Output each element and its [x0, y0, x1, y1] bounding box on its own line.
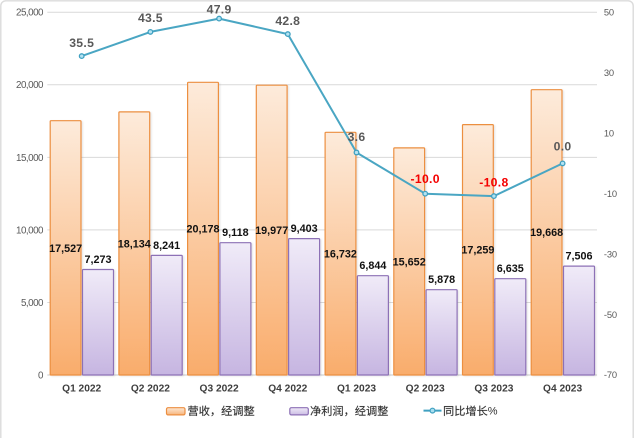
svg-text:30: 30	[604, 67, 614, 78]
svg-text:20,178: 20,178	[186, 224, 219, 236]
svg-text:6,635: 6,635	[497, 263, 524, 275]
svg-text:-10: -10	[604, 188, 617, 199]
svg-text:Q3 2023: Q3 2023	[474, 384, 513, 395]
svg-text:16,732: 16,732	[324, 249, 357, 261]
svg-text:Q2 2022: Q2 2022	[131, 384, 170, 395]
svg-text:47.9: 47.9	[207, 3, 232, 17]
svg-text:20,000: 20,000	[16, 80, 44, 91]
svg-text:17,527: 17,527	[49, 243, 82, 255]
svg-text:7,506: 7,506	[565, 251, 592, 263]
svg-text:19,668: 19,668	[530, 227, 563, 239]
svg-text:10: 10	[604, 127, 614, 138]
svg-text:8,241: 8,241	[153, 240, 180, 252]
svg-text:50: 50	[604, 7, 614, 18]
svg-text:0: 0	[38, 370, 44, 381]
svg-text:-10.0: -10.0	[411, 172, 440, 186]
svg-text:-50: -50	[604, 309, 617, 320]
svg-text:9,118: 9,118	[222, 227, 248, 239]
svg-text:25,000: 25,000	[16, 8, 44, 19]
svg-text:6,844: 6,844	[359, 260, 386, 272]
svg-text:15,652: 15,652	[393, 256, 426, 268]
svg-text:15,000: 15,000	[16, 153, 44, 164]
svg-text:-10.8: -10.8	[479, 175, 508, 189]
svg-text:35.5: 35.5	[69, 36, 94, 50]
svg-text:Q4 2023: Q4 2023	[543, 384, 582, 395]
svg-text:Q4 2022: Q4 2022	[268, 384, 307, 395]
svg-text:Q3 2022: Q3 2022	[200, 384, 239, 395]
svg-text:18,134: 18,134	[118, 238, 151, 250]
svg-text:43.5: 43.5	[138, 11, 163, 25]
svg-text:9,403: 9,403	[291, 223, 318, 235]
svg-text:Q2 2023: Q2 2023	[406, 384, 445, 395]
svg-text:Q1 2022: Q1 2022	[62, 384, 101, 395]
svg-text:3.6: 3.6	[348, 130, 366, 144]
svg-text:Q1 2023: Q1 2023	[337, 384, 376, 395]
svg-text:5,000: 5,000	[21, 298, 44, 309]
svg-text:42.8: 42.8	[275, 14, 300, 28]
svg-text:%: %	[488, 406, 498, 418]
svg-text:7,273: 7,273	[84, 254, 111, 266]
svg-text:-30: -30	[604, 248, 617, 259]
svg-text:5,878: 5,878	[428, 274, 455, 286]
svg-text:0.0: 0.0	[554, 140, 572, 154]
svg-text:19,977: 19,977	[255, 225, 288, 237]
svg-text:10,000: 10,000	[16, 225, 44, 236]
svg-text:-70: -70	[604, 369, 617, 380]
svg-text:17,259: 17,259	[461, 245, 494, 257]
